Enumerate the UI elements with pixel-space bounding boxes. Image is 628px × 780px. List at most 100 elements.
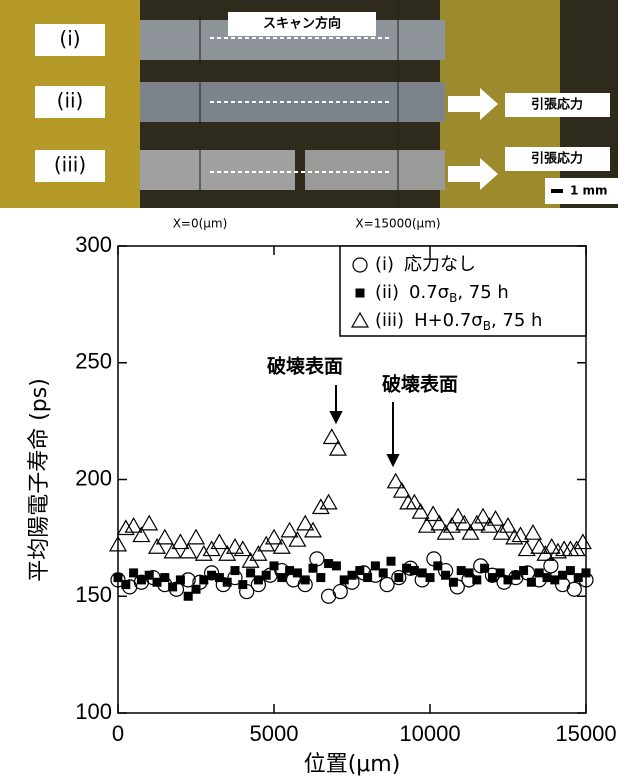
square-marker — [371, 561, 380, 570]
square-marker — [270, 561, 279, 570]
square-marker — [176, 575, 185, 584]
square-marker — [192, 585, 201, 594]
square-marker — [582, 568, 591, 577]
x-tick-label: 0 — [112, 721, 124, 746]
legend-label: (ii) 0.7σB, 75 h — [375, 282, 509, 305]
square-marker — [262, 571, 271, 580]
circle-marker — [333, 585, 347, 599]
x-tick-label: 15000 — [555, 721, 616, 746]
x-tick-label: 5000 — [250, 721, 299, 746]
square-marker — [410, 566, 419, 575]
square-marker — [348, 571, 357, 580]
triangle-marker — [525, 525, 541, 539]
triangle-marker — [321, 495, 337, 509]
triangle-marker — [149, 539, 165, 553]
square-marker — [449, 578, 458, 587]
square-marker — [332, 561, 341, 570]
specimen — [305, 150, 445, 190]
y-axis-label: 平均陽電子寿命 (ps) — [27, 378, 52, 582]
square-marker — [114, 573, 123, 582]
circle-marker — [567, 582, 581, 596]
specimen-label: (iii) — [54, 153, 86, 177]
y-tick-label: 100 — [75, 699, 112, 724]
triangle-marker — [274, 539, 290, 553]
legend-desc: 0.7σ — [409, 282, 449, 303]
scale-label: 1 mm — [570, 184, 608, 198]
legend-marker — [356, 289, 365, 298]
square-marker — [504, 575, 513, 584]
y-tick-label: 150 — [75, 582, 112, 607]
square-marker — [160, 573, 169, 582]
square-marker — [418, 568, 427, 577]
square-marker — [301, 575, 310, 584]
square-marker — [184, 592, 193, 601]
square-marker — [496, 568, 505, 577]
square-marker — [137, 575, 146, 584]
triangle-marker — [196, 546, 212, 560]
legend-name: (i) — [375, 254, 394, 275]
triangle-marker — [188, 530, 204, 544]
square-marker — [394, 573, 403, 582]
square-marker — [238, 580, 247, 589]
square-marker — [129, 568, 138, 577]
square-marker — [293, 568, 302, 577]
square-marker — [153, 578, 162, 587]
square-marker — [488, 573, 497, 582]
legend-name: (iii) — [375, 310, 404, 331]
x-tick-label: 10000 — [399, 721, 460, 746]
legend-desc-end: , 75 h — [491, 310, 542, 331]
square-marker — [324, 559, 333, 568]
scale-bar — [551, 189, 563, 193]
stress-label: 引張応力 — [531, 97, 583, 113]
square-marker — [379, 568, 388, 577]
square-marker — [402, 564, 411, 573]
legend-subscript: B — [483, 319, 491, 333]
square-marker — [566, 566, 575, 575]
triangle-marker — [165, 544, 181, 558]
square-marker — [550, 575, 559, 584]
triangle-marker — [388, 474, 404, 488]
square-marker — [316, 573, 325, 582]
photo: (i) (ii) (iii) スキャン方向 引張応力 引張応力 1 mm X=0… — [0, 0, 618, 231]
square-marker — [457, 566, 466, 575]
square-marker — [145, 571, 154, 580]
square-marker — [355, 566, 364, 575]
triangle-marker — [289, 532, 305, 546]
square-marker — [433, 561, 442, 570]
position-label: X=0(μm) — [173, 217, 228, 231]
y-tick-label: 250 — [75, 349, 112, 374]
square-marker — [465, 568, 474, 577]
circle-marker — [544, 559, 558, 573]
square-marker — [215, 573, 224, 582]
square-marker — [223, 578, 232, 587]
square-marker — [207, 571, 216, 580]
annotation-arrows — [331, 385, 398, 465]
triangle-marker — [313, 500, 329, 514]
y-tick-label: 200 — [75, 465, 112, 490]
stress-label: 引張応力 — [531, 151, 583, 167]
square-marker — [387, 557, 396, 566]
square-marker — [340, 575, 349, 584]
triangle-marker — [172, 535, 188, 549]
square-marker — [277, 573, 286, 582]
triangle-marker — [282, 523, 298, 537]
specimen — [140, 150, 295, 190]
legend-name: (ii) — [375, 282, 399, 303]
legend-desc-end: , 75 h — [457, 282, 508, 303]
square-marker — [527, 578, 536, 587]
figure: (i) (ii) (iii) スキャン方向 引張応力 引張応力 1 mm X=0… — [0, 0, 628, 780]
legend-desc: 応力なし — [404, 254, 476, 275]
x-axis-label: 位置(μm) — [304, 752, 401, 777]
y-tick-label: 300 — [75, 232, 112, 257]
square-marker — [363, 573, 372, 582]
triangle-marker — [141, 516, 157, 530]
square-marker — [309, 564, 318, 573]
specimen — [140, 82, 445, 122]
triangle-marker — [180, 544, 196, 558]
legend-subscript: B — [449, 291, 457, 305]
square-marker — [246, 568, 255, 577]
position-label: X=15000(μm) — [355, 217, 440, 231]
annotation: 破壊表面 — [267, 355, 343, 378]
square-marker — [558, 571, 567, 580]
legend-label: (i) 応力なし — [375, 254, 476, 275]
